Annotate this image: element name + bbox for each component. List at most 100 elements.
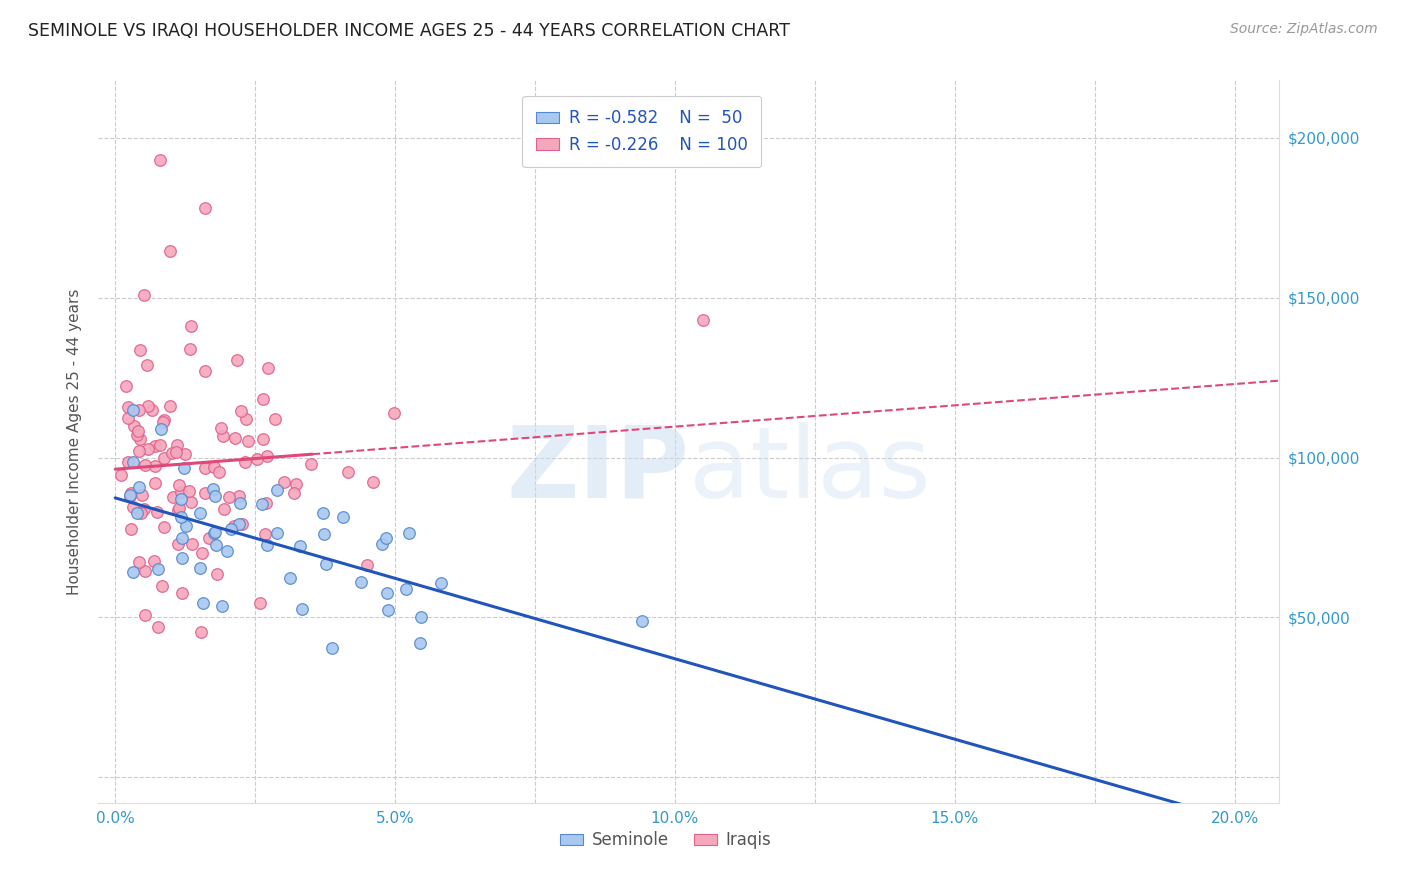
Point — [252, 392, 274, 407]
Point — [225, 352, 247, 367]
Point — [314, 527, 336, 541]
Point — [211, 429, 233, 443]
Point — [202, 460, 225, 475]
Point — [202, 526, 225, 541]
Point — [145, 475, 167, 490]
Point — [191, 546, 214, 560]
Point — [236, 434, 259, 449]
Point — [152, 415, 174, 429]
Point — [370, 537, 392, 551]
Point — [128, 432, 150, 446]
Point — [179, 342, 201, 356]
Point — [110, 468, 132, 483]
Point — [291, 601, 314, 615]
Point — [337, 465, 360, 479]
Text: Source: ZipAtlas.com: Source: ZipAtlas.com — [1230, 22, 1378, 37]
Point — [211, 599, 233, 613]
Point — [218, 491, 240, 505]
Point — [409, 609, 432, 624]
Point — [256, 449, 278, 463]
Point — [134, 564, 156, 578]
Point — [315, 557, 337, 571]
Point — [165, 445, 187, 459]
Point — [143, 554, 166, 568]
Point — [172, 586, 194, 600]
Point — [188, 560, 211, 574]
Point — [231, 516, 253, 531]
Point — [120, 522, 142, 536]
Point — [228, 489, 250, 503]
Point — [207, 567, 229, 582]
Point — [692, 313, 714, 327]
Point — [212, 502, 235, 516]
Point — [162, 490, 184, 504]
Point — [174, 447, 197, 461]
Point — [180, 495, 202, 509]
Point — [172, 531, 194, 545]
Point — [208, 465, 231, 479]
Point — [134, 458, 156, 473]
Point — [254, 527, 277, 541]
Point — [170, 491, 193, 506]
Point — [143, 439, 166, 453]
Point — [128, 402, 150, 417]
Point — [209, 421, 232, 435]
Point — [117, 411, 139, 425]
Point — [194, 201, 217, 215]
Point — [204, 538, 226, 552]
Point — [174, 519, 197, 533]
Point — [180, 318, 202, 333]
Point — [198, 531, 221, 545]
Text: SEMINOLE VS IRAQI HOUSEHOLDER INCOME AGES 25 - 44 YEARS CORRELATION CHART: SEMINOLE VS IRAQI HOUSEHOLDER INCOME AGE… — [28, 22, 790, 40]
Point — [143, 458, 166, 473]
Point — [256, 361, 278, 376]
Point — [382, 406, 405, 420]
Point — [312, 506, 335, 520]
Point — [120, 485, 142, 500]
Point — [429, 576, 451, 591]
Point — [375, 586, 398, 600]
Point — [138, 399, 160, 413]
Point — [356, 558, 378, 573]
Point — [153, 413, 176, 427]
Point — [228, 496, 250, 510]
Point — [132, 502, 155, 516]
Point — [131, 506, 153, 520]
Point — [375, 531, 398, 545]
Point — [117, 455, 139, 469]
Point — [191, 596, 214, 610]
Point — [136, 442, 159, 456]
Point — [266, 483, 288, 498]
Point — [194, 364, 217, 378]
Point — [631, 614, 654, 628]
Point — [321, 640, 343, 655]
Point — [194, 460, 217, 475]
Point — [204, 489, 226, 503]
Point — [350, 574, 373, 589]
Point — [118, 489, 141, 503]
Point — [128, 480, 150, 494]
Point — [249, 596, 271, 610]
Point — [194, 486, 217, 500]
Point — [361, 475, 384, 490]
Point — [409, 636, 432, 650]
Point — [167, 501, 190, 516]
Point — [121, 500, 143, 514]
Point — [170, 484, 193, 499]
Point — [128, 444, 150, 458]
Point — [148, 561, 170, 575]
Point — [398, 525, 420, 540]
Point — [117, 400, 139, 414]
Point — [285, 477, 308, 491]
Text: atlas: atlas — [689, 422, 931, 519]
Point — [159, 399, 181, 413]
Point — [136, 359, 159, 373]
Point — [166, 502, 188, 516]
Point — [131, 487, 153, 501]
Point — [177, 483, 200, 498]
Point — [288, 539, 311, 553]
Point — [160, 446, 183, 460]
Point — [122, 419, 145, 434]
Point — [122, 565, 145, 579]
Point — [159, 244, 181, 259]
